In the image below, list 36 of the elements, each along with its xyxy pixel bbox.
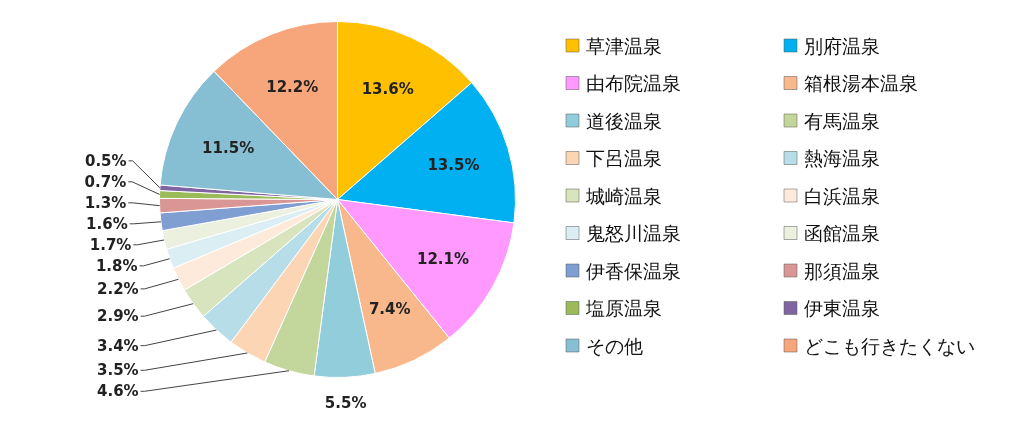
data-label: 12.2%	[266, 78, 319, 97]
legend-label: 伊香保温泉	[585, 259, 681, 282]
data-label: 13.6%	[361, 80, 414, 99]
legend-label: 草津温泉	[585, 34, 662, 57]
data-label: 0.5%	[84, 151, 127, 170]
data-label: 1.3%	[84, 193, 127, 212]
data-label: 2.9%	[97, 307, 139, 326]
legend-label: 別府温泉	[803, 34, 880, 57]
legend-label: 道後温泉	[585, 109, 662, 132]
legend-label: 塩原温泉	[584, 297, 662, 319]
data-label: 7.4%	[368, 299, 411, 318]
data-label: 0.7%	[84, 172, 127, 191]
data-label: 12.1%	[416, 249, 470, 268]
legend-label: 熱海温泉	[803, 147, 880, 169]
legend-label: どこも行きたくない	[803, 334, 975, 357]
legend-label: 那須温泉	[803, 259, 880, 282]
legend-label: 由布院温泉	[585, 72, 681, 94]
data-label: 1.8%	[95, 256, 138, 275]
data-label: 11.5%	[202, 138, 255, 157]
legend-label: その他	[585, 334, 643, 357]
legend-label: 函館温泉	[803, 222, 880, 244]
data-label: 3.4%	[97, 336, 139, 355]
legend-label: 箱根湯本温泉	[803, 72, 918, 94]
legend-label: 白浜温泉	[803, 184, 880, 207]
data-label: 5.5%	[324, 393, 367, 412]
data-label: 13.5%	[427, 155, 480, 174]
data-label: 1.7%	[89, 235, 132, 254]
legend-label: 下呂温泉	[585, 147, 662, 169]
data-label: 2.2%	[97, 279, 139, 298]
data-label: 3.5%	[97, 361, 139, 380]
legend-label: 鬼怒川温泉	[585, 222, 681, 244]
legend-label: 伊東温泉	[803, 297, 880, 319]
data-label: 1.6%	[86, 214, 128, 233]
data-label: 4.6%	[97, 382, 139, 401]
legend-label: 有馬温泉	[803, 109, 880, 132]
legend-label: 城崎温泉	[584, 184, 662, 207]
